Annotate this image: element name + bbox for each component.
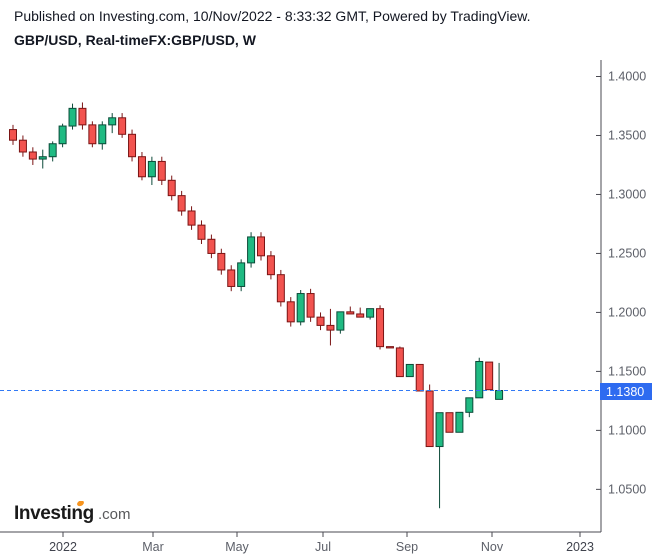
svg-text:Sep: Sep <box>396 540 418 554</box>
svg-text:.com: .com <box>98 506 131 523</box>
svg-text:1.2000: 1.2000 <box>608 305 646 319</box>
svg-text:1.0500: 1.0500 <box>608 482 646 496</box>
svg-text:Nov: Nov <box>481 540 504 554</box>
svg-text:1.3500: 1.3500 <box>608 128 646 142</box>
svg-text:2023: 2023 <box>566 540 594 554</box>
svg-text:1.1500: 1.1500 <box>608 364 646 378</box>
svg-text:Investing: Investing <box>14 503 94 524</box>
svg-text:1.2500: 1.2500 <box>608 246 646 260</box>
svg-text:1.3000: 1.3000 <box>608 187 646 201</box>
svg-text:1.4000: 1.4000 <box>608 70 646 84</box>
svg-text:Mar: Mar <box>142 540 164 554</box>
svg-text:2022: 2022 <box>49 540 77 554</box>
svg-text:Jul: Jul <box>315 540 331 554</box>
svg-text:1.1000: 1.1000 <box>608 423 646 437</box>
svg-text:May: May <box>225 540 249 554</box>
